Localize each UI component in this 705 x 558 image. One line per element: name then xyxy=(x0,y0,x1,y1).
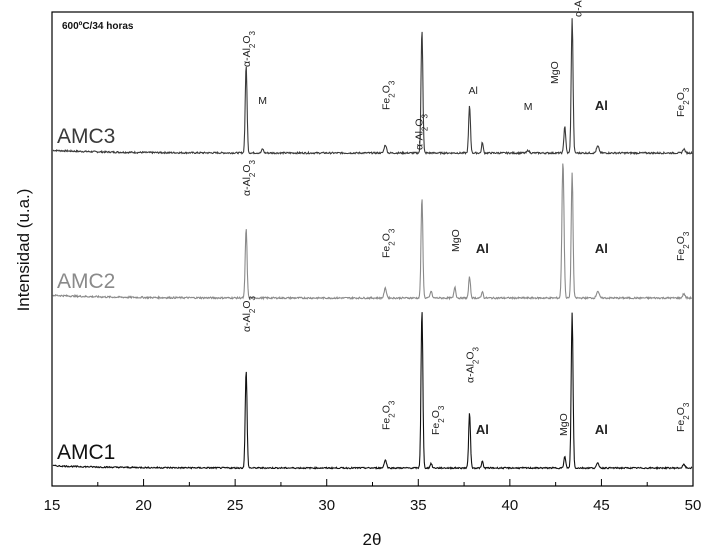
x-tick-label: 50 xyxy=(685,497,702,514)
x-ticks-group: 15 20 25 30 35 40 45 50 xyxy=(44,479,702,514)
traces-group xyxy=(52,18,693,470)
x-tick-label: 25 xyxy=(227,497,244,514)
trace-labels-group: AMC3 AMC2 AMC1 xyxy=(57,125,115,464)
peak-annotation: Al xyxy=(476,241,489,256)
plot-frame xyxy=(51,11,694,487)
peak-annotation: Al xyxy=(469,85,478,97)
x-tick-label: 35 xyxy=(410,497,427,514)
trace-amc1 xyxy=(52,312,693,470)
x-axis-title: 2θ xyxy=(363,530,382,549)
peak-annotation: α-Al2O3 xyxy=(241,295,256,332)
peak-annotation: Al xyxy=(595,422,608,437)
peak-annotation: MgO xyxy=(558,413,570,436)
peak-annotation: Al xyxy=(595,241,608,256)
peak-annotation: MgO xyxy=(549,61,561,84)
peak-annotation: Fe2O3 xyxy=(380,400,396,430)
peak-annotation: M xyxy=(524,101,533,113)
x-tick-label: 40 xyxy=(502,497,519,514)
annotations-group: α-Al2O3 M Fe2O3 Al M MgO α-Al2O3 Al Fe2O3 α-Al2O3… xyxy=(241,0,691,437)
peak-annotation: α-Al2O3 xyxy=(241,159,256,196)
x-tick-label: 45 xyxy=(593,497,610,514)
peak-annotation: α-Al2O3 xyxy=(573,0,589,17)
trace-label-amc3: AMC3 xyxy=(57,125,115,148)
x-tick-label: 15 xyxy=(44,497,61,514)
peak-annotation: Fe2O3 xyxy=(380,80,396,110)
peak-annotation: α-Al2O3 xyxy=(465,346,481,383)
chart-title: 600ºC/34 horas xyxy=(62,21,134,32)
peak-annotation: α-Al2O3 xyxy=(241,30,256,67)
peak-annotation: Al xyxy=(595,98,608,113)
peak-annotation: MgO xyxy=(450,229,462,252)
peak-annotation: α-Al2O3 xyxy=(413,113,429,150)
trace-label-amc2: AMC2 xyxy=(57,270,115,293)
trace-label-amc1: AMC1 xyxy=(57,441,115,464)
peak-annotation: Fe2O3 xyxy=(380,228,396,258)
peak-annotation: Fe2O3 xyxy=(675,87,691,117)
peak-annotation: M xyxy=(258,95,267,107)
trace-amc2 xyxy=(52,163,693,301)
x-tick-label: 20 xyxy=(135,497,152,514)
peak-annotation: Fe2O3 xyxy=(675,402,691,432)
peak-annotation: Fe2O3 xyxy=(430,405,446,435)
y-axis-title: Intensidad (u.a.) xyxy=(14,189,33,312)
x-tick-label: 30 xyxy=(318,497,335,514)
peak-annotation: Al xyxy=(476,422,489,437)
peak-annotation: Fe2O3 xyxy=(675,231,691,261)
trace-amc3 xyxy=(52,18,693,156)
